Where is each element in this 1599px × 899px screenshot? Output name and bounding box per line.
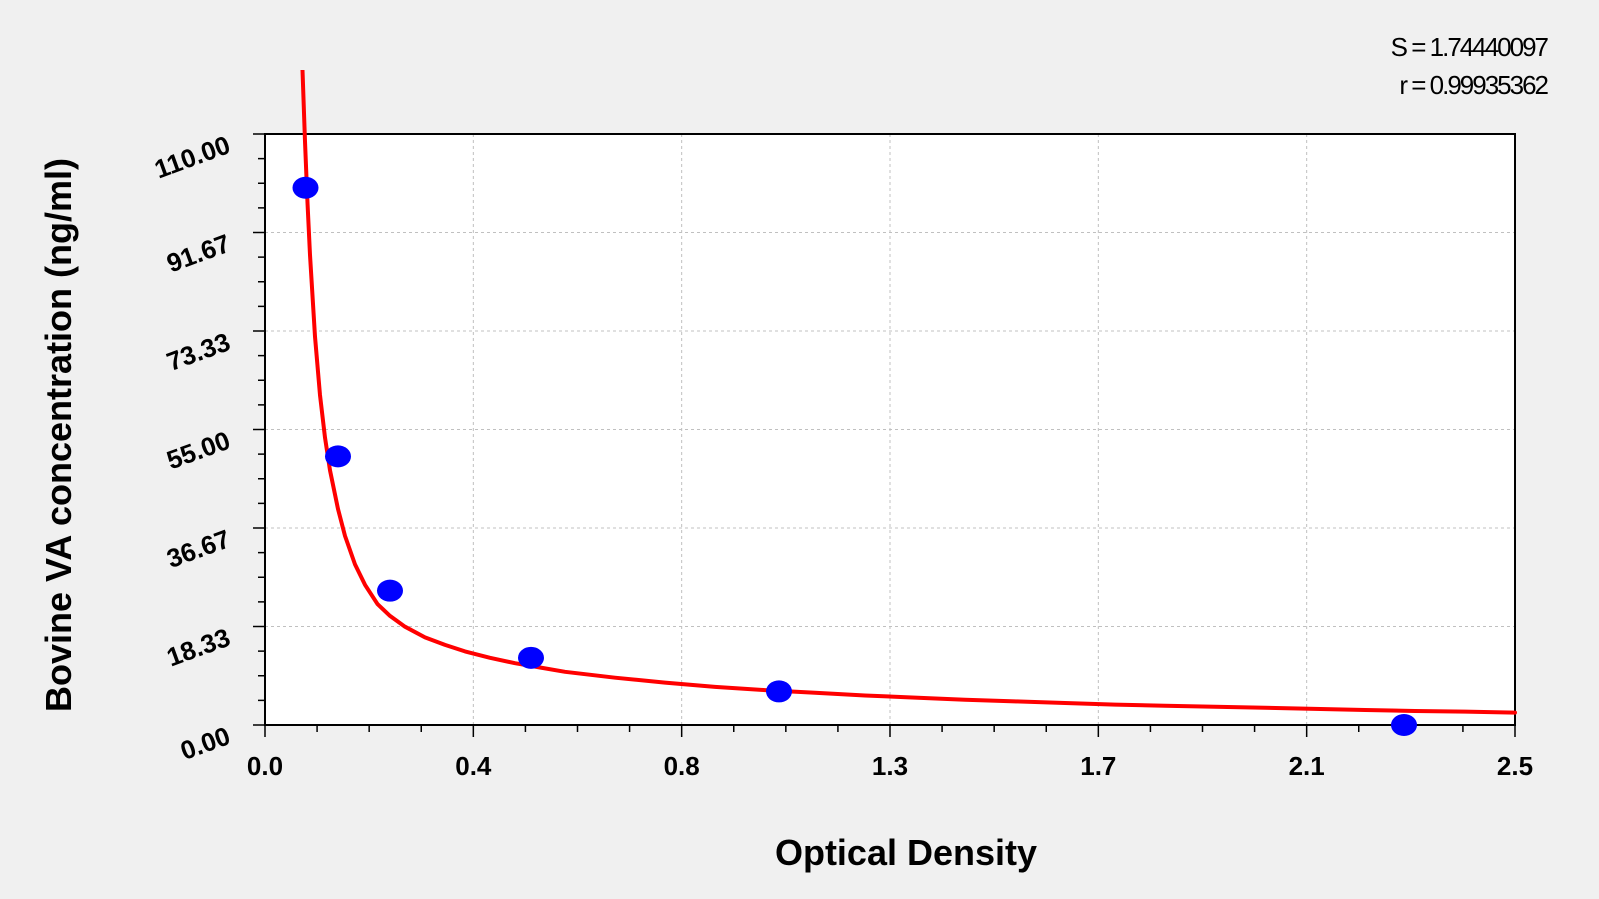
y-axis-label: Bovine VA concentration (ng/ml) — [38, 157, 79, 713]
y-tick-label: 18.33 — [163, 622, 234, 672]
data-point — [377, 579, 403, 602]
y-tick-label: 36.67 — [163, 523, 234, 573]
stat-s-value: S = 1.74440097 — [1390, 32, 1549, 62]
y-tick-label: 110.00 — [150, 129, 234, 184]
x-tick-label: 1.7 — [1080, 751, 1116, 781]
grid — [265, 134, 1515, 725]
axes — [264, 133, 1516, 726]
data-point — [325, 445, 351, 468]
y-tick-label: 55.00 — [163, 425, 234, 475]
y-tick-labels: 0.00 18.33 36.67 55.00 73.33 91.67 110.00 — [150, 129, 234, 766]
x-tick-labels: 0.0 0.4 0.8 1.3 1.7 2.1 2.5 — [247, 751, 1533, 781]
x-tick-label: 2.5 — [1497, 751, 1533, 781]
stat-r-value: r = 0.99935362 — [1399, 70, 1549, 100]
x-tick-label: 0.8 — [664, 751, 700, 781]
data-point — [518, 646, 544, 669]
plot-frame — [264, 133, 1516, 726]
x-tick-label: 0.0 — [247, 751, 283, 781]
x-tick-label: 2.1 — [1289, 751, 1325, 781]
data-point — [766, 680, 792, 703]
x-tick-label: 0.4 — [455, 751, 492, 781]
data-point — [1391, 714, 1417, 736]
data-point — [292, 176, 319, 199]
y-tick-label: 91.67 — [163, 228, 234, 278]
points-layer — [292, 176, 1417, 736]
y-tick-label: 0.00 — [176, 720, 234, 766]
x-tick-label: 1.3 — [872, 751, 908, 781]
minor-ticks — [253, 133, 1516, 737]
x-axis-label: Optical Density — [774, 832, 1038, 873]
y-tick-label: 73.33 — [163, 326, 234, 376]
